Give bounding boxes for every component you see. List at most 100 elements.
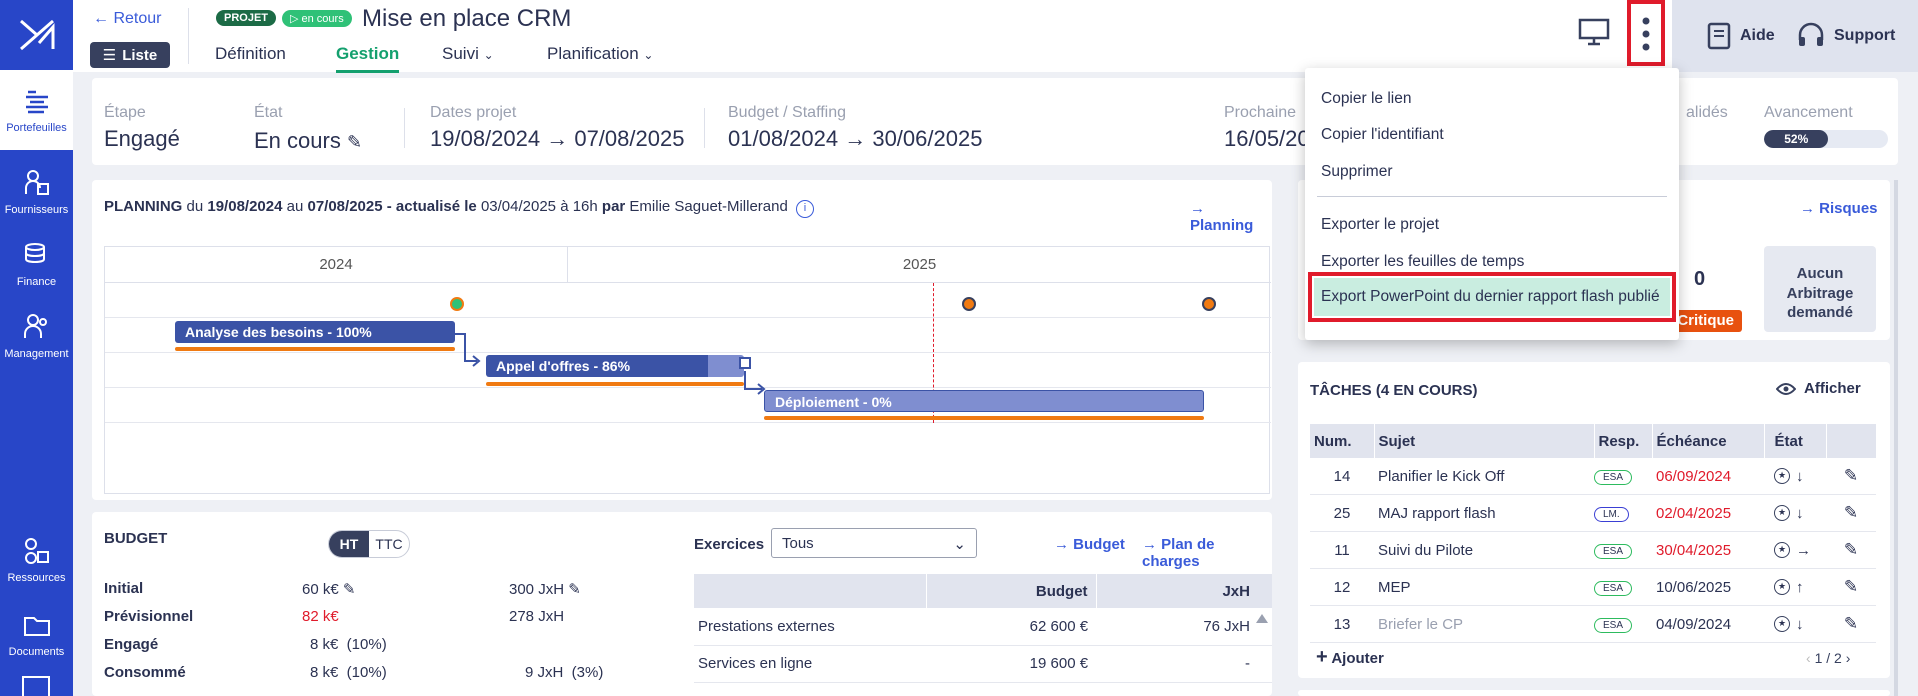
show-tasks-button[interactable]: Afficher	[1776, 380, 1861, 397]
back-link[interactable]: ← Retour	[93, 10, 162, 27]
resp-badge: ESA	[1594, 581, 1633, 596]
sidebar-item-label: Management	[4, 348, 69, 360]
help-button[interactable]: Aide	[1706, 22, 1775, 50]
sidebar-item-ressources[interactable]: Ressources	[0, 524, 73, 596]
menu-item-export-timesheets[interactable]: Exporter les feuilles de temps	[1321, 253, 1525, 270]
ht-ttc-toggle[interactable]: HT TTC	[328, 530, 410, 558]
table-row[interactable]: 14 Planifier le Kick Off ESA 06/09/2024 ★ ↓ ✎	[1310, 458, 1876, 495]
info-icon[interactable]: i	[796, 200, 814, 218]
gantt-row-line	[105, 387, 1271, 388]
chevron-right-icon[interactable]: ›	[1845, 650, 1851, 666]
page-title: Mise en place CRM	[362, 5, 572, 32]
pencil-icon[interactable]: ✎	[346, 132, 363, 152]
table-row[interactable]: 25 MAJ rapport flash LM. 02/04/2025 ★ ↓ ✎	[1310, 495, 1876, 532]
task-state: ★ ↓	[1764, 505, 1826, 522]
edit-icon[interactable]: ✎	[1843, 540, 1859, 559]
pencil-icon[interactable]: ✎	[568, 581, 581, 598]
edit-icon[interactable]: ✎	[1843, 577, 1859, 596]
table-header	[694, 574, 926, 608]
kebab-menu-button[interactable]	[1627, 0, 1665, 66]
menu-item-delete[interactable]: Supprimer	[1321, 163, 1393, 180]
menu-item-copy-link[interactable]: Copier le lien	[1321, 90, 1412, 107]
avancement-label: Avancement	[1764, 104, 1853, 121]
etat-label: État	[254, 104, 283, 121]
sidebar-item-documents[interactable]: Documents	[0, 598, 73, 670]
table-row[interactable]: Prestations externes 62 600 € 76 JxH	[694, 608, 1272, 645]
menu-item-export-powerpoint-wrap: Export PowerPoint du dernier rapport fla…	[1308, 272, 1676, 322]
pagination[interactable]: ‹ 1 / 2 ›	[1806, 650, 1851, 666]
support-button[interactable]: Support	[1796, 22, 1895, 50]
chevron-down-icon: ⌄	[483, 48, 494, 62]
sidebar-item-label: Portefeuilles	[6, 122, 67, 134]
toggle-ht[interactable]: HT	[329, 531, 369, 557]
planning-header: PLANNING du 19/08/2024 au 07/08/2025 - a…	[104, 198, 814, 218]
actions-menu: Copier le lien Copier l'identifiant Supp…	[1305, 68, 1679, 340]
gantt-bar-handle[interactable]	[739, 357, 751, 369]
table-row[interactable]: 13 Briefer le CP ESA 04/09/2024 ★ ↓ ✎	[1310, 606, 1876, 643]
menu-item-export-powerpoint[interactable]: Export PowerPoint du dernier rapport fla…	[1314, 278, 1670, 316]
arbitrage-box: Aucun Arbitrage demandé	[1764, 246, 1876, 332]
risks-link[interactable]: → Risques	[1800, 200, 1878, 217]
tab-planification[interactable]: Planification ⌄	[547, 44, 654, 63]
planning-link[interactable]: → Planning	[1190, 200, 1254, 234]
task-num: 25	[1333, 504, 1351, 522]
edit-icon[interactable]: ✎	[1843, 466, 1859, 485]
milestone-icon[interactable]	[1202, 297, 1216, 311]
eye-icon	[1776, 382, 1796, 395]
more-icon[interactable]	[22, 676, 50, 696]
gantt-baseline	[486, 382, 744, 386]
sidebar-item-portefeuilles[interactable]: Portefeuilles	[0, 70, 73, 150]
gantt-bar-deploiement[interactable]: Déploiement - 0%	[764, 390, 1204, 412]
table-row[interactable]: 12 MEP ESA 10/06/2025 ★ ↑ ✎	[1310, 569, 1876, 606]
task-subject[interactable]: Briefer le CP	[1378, 615, 1464, 633]
menu-divider	[1317, 196, 1667, 197]
tab-suivi[interactable]: Suivi ⌄	[442, 44, 494, 63]
milestone-icon[interactable]	[450, 297, 464, 311]
gantt-row-line	[105, 352, 1271, 353]
priority-arrow-icon: ↓	[1796, 467, 1804, 485]
tab-definition[interactable]: Définition	[215, 44, 286, 63]
pencil-icon[interactable]: ✎	[342, 581, 356, 598]
gantt-year-2025: 2025	[568, 247, 1271, 283]
chevron-left-icon[interactable]: ‹	[1806, 650, 1811, 666]
table-row[interactable]: Services en ligne 19 600 € -	[694, 645, 1272, 682]
budget-row-v1: 8 k€ (10%)	[310, 664, 387, 681]
milestone-icon[interactable]	[962, 297, 976, 311]
list-button[interactable]: ☰ Liste	[90, 42, 170, 68]
sidebar-item-fournisseurs[interactable]: Fournisseurs	[0, 156, 73, 228]
edit-icon[interactable]: ✎	[1843, 503, 1859, 522]
edit-icon[interactable]: ✎	[1843, 614, 1859, 633]
gantt-bar-analyse[interactable]: Analyse des besoins - 100%	[175, 321, 455, 343]
budget-link[interactable]: → Budget	[1054, 536, 1125, 553]
task-subject[interactable]: MAJ rapport flash	[1378, 504, 1496, 522]
header: ← Retour ☰ Liste PROJET ▷ en cours Mise e…	[73, 0, 1918, 73]
add-task-button[interactable]: + Ajouter	[1316, 646, 1384, 668]
task-subject[interactable]: Suivi du Pilote	[1378, 541, 1474, 559]
monitor-icon[interactable]	[1578, 18, 1610, 51]
task-due: 04/09/2024	[1656, 615, 1732, 633]
prochaine-value: 16/05/20	[1224, 126, 1310, 151]
priority-arrow-icon: ↓	[1796, 615, 1804, 633]
tasks-title: TÂCHES (4 EN COURS)	[1310, 382, 1478, 399]
scroll-up-icon[interactable]	[1256, 614, 1268, 623]
sidebar-item-finance[interactable]: Finance	[0, 228, 73, 300]
app-logo[interactable]	[0, 0, 73, 70]
menu-item-copy-id[interactable]: Copier l'identifiant	[1321, 126, 1444, 143]
budget-card: BUDGET HT TTC Initial 60 k€ ✎ 300 JxH ✎ …	[92, 512, 1272, 696]
menu-icon: ☰	[102, 47, 117, 64]
exercices-select[interactable]: Tous ⌄	[771, 528, 977, 558]
task-subject[interactable]: MEP	[1378, 578, 1411, 596]
budget-row-v2: 9 JxH (3%)	[525, 664, 604, 681]
sidebar-item-label: Ressources	[7, 572, 66, 584]
tab-gestion[interactable]: Gestion	[336, 44, 400, 73]
task-subject[interactable]: Planifier le Kick Off	[1378, 467, 1505, 485]
toggle-ttc[interactable]: TTC	[375, 536, 403, 552]
task-state: ★ ↑	[1764, 579, 1826, 596]
table-row[interactable]: 11 Suivi du Pilote ESA 30/04/2025 ★ → ✎	[1310, 532, 1876, 569]
sidebar-item-management[interactable]: Management	[0, 300, 73, 372]
menu-item-export-project[interactable]: Exporter le projet	[1321, 216, 1440, 233]
gantt-bar-appel[interactable]: Appel d'offres - 86%	[486, 355, 744, 377]
scrollbar[interactable]	[1894, 180, 1898, 696]
plan-charges-link[interactable]: → Plan de charges	[1142, 536, 1215, 570]
prochaine-label: Prochaine	[1224, 104, 1297, 121]
